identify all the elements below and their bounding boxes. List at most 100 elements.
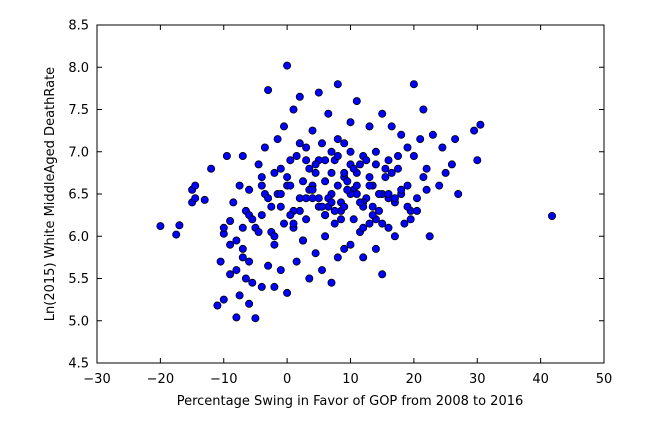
data-point (292, 151, 301, 160)
x-tick-label: 40 (532, 372, 549, 387)
data-point (355, 160, 364, 169)
data-point (302, 156, 311, 165)
y-tick-label: 6.5 (68, 188, 89, 203)
data-point (384, 223, 393, 232)
data-point (403, 181, 412, 190)
data-point (219, 295, 228, 304)
data-point (365, 181, 374, 190)
data-point (374, 206, 383, 215)
data-point (270, 232, 279, 241)
data-point (355, 198, 364, 207)
y-tick-label: 5.5 (68, 272, 89, 287)
data-point (279, 122, 288, 131)
data-point (321, 177, 330, 186)
data-point (371, 244, 380, 253)
data-point (232, 313, 241, 322)
data-point (270, 282, 279, 291)
y-axis-label: Ln(2015) White MiddleAged DeathRate (43, 67, 58, 321)
data-point (317, 139, 326, 148)
x-tick-label: −30 (83, 372, 110, 387)
data-point (340, 244, 349, 253)
data-point (368, 202, 377, 211)
data-point (393, 164, 402, 173)
data-point (257, 173, 266, 182)
data-point (365, 122, 374, 131)
data-point (283, 288, 292, 297)
data-point (362, 156, 371, 165)
data-point (435, 181, 444, 190)
data-point (390, 232, 399, 241)
data-point (257, 181, 266, 190)
data-point (387, 168, 396, 177)
data-point (308, 194, 317, 203)
data-point (311, 249, 320, 258)
data-point (156, 222, 165, 231)
data-point (226, 216, 235, 225)
y-tick-label: 7.0 (68, 145, 89, 160)
data-point (412, 206, 421, 215)
data-point (327, 147, 336, 156)
data-point (245, 299, 254, 308)
data-point (254, 227, 263, 236)
data-point (340, 139, 349, 148)
y-tick-label: 4.5 (68, 357, 89, 372)
data-point (279, 219, 288, 228)
data-point (346, 118, 355, 127)
data-point (264, 86, 273, 95)
data-point (308, 126, 317, 135)
data-point (286, 181, 295, 190)
data-point (397, 185, 406, 194)
data-point (412, 194, 421, 203)
y-tick-label: 7.5 (68, 103, 89, 118)
data-point (327, 198, 336, 207)
data-point (286, 211, 295, 220)
data-point (352, 181, 361, 190)
data-point (235, 291, 244, 300)
data-point (276, 202, 285, 211)
data-point (425, 232, 434, 241)
data-point (365, 219, 374, 228)
data-point (343, 185, 352, 194)
data-point (257, 211, 266, 220)
data-point (283, 61, 292, 70)
data-point (428, 130, 437, 139)
data-point (327, 278, 336, 287)
x-tick-label: 20 (406, 372, 423, 387)
data-point (321, 232, 330, 241)
data-point (438, 143, 447, 152)
data-point (343, 177, 352, 186)
data-point (254, 160, 263, 169)
data-point (270, 240, 279, 249)
data-point (381, 173, 390, 182)
data-point (374, 189, 383, 198)
data-point (219, 223, 228, 232)
data-point (359, 223, 368, 232)
data-point (346, 147, 355, 156)
data-point (238, 244, 247, 253)
data-point (330, 219, 339, 228)
data-point (333, 181, 342, 190)
x-tick-label: 10 (342, 372, 359, 387)
data-point (264, 194, 273, 203)
data-point (191, 181, 200, 190)
data-point (333, 80, 342, 89)
data-point (238, 223, 247, 232)
data-point (232, 236, 241, 245)
data-point (441, 168, 450, 177)
data-point (321, 211, 330, 220)
data-point (264, 261, 273, 270)
data-point (470, 126, 479, 135)
data-point (302, 143, 311, 152)
y-tick-label: 5.0 (68, 314, 89, 329)
data-point (289, 105, 298, 114)
data-point (317, 266, 326, 275)
data-point (311, 160, 320, 169)
data-point (419, 105, 428, 114)
data-point (248, 278, 257, 287)
data-point (248, 215, 257, 224)
data-point (400, 219, 409, 228)
data-point (298, 177, 307, 186)
data-point (295, 206, 304, 215)
data-point (409, 151, 418, 160)
